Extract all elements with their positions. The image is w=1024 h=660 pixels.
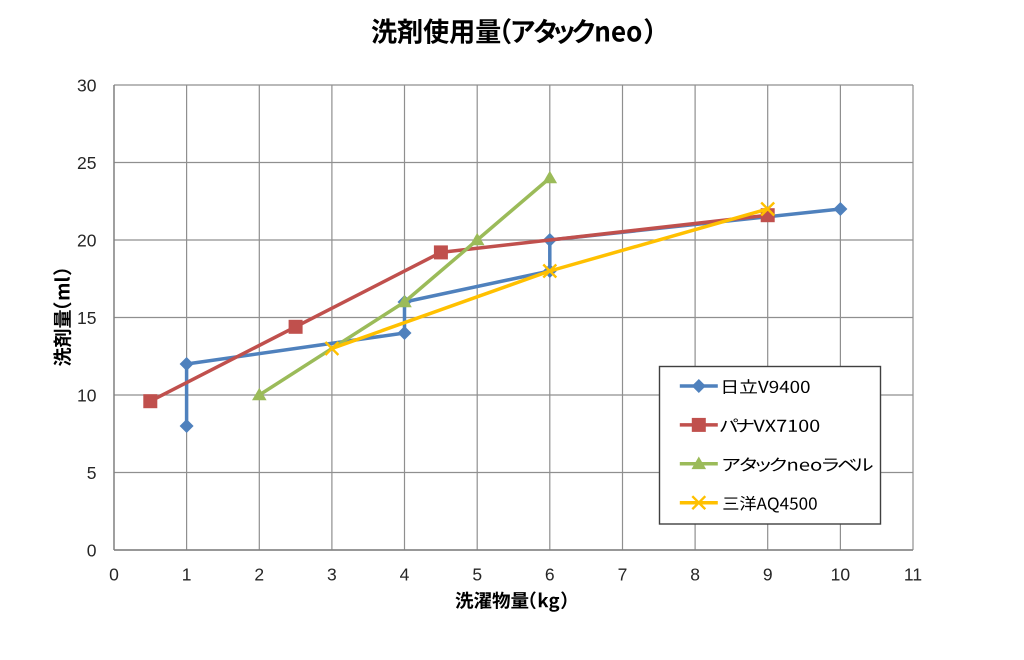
svg-text:0: 0 — [87, 540, 97, 560]
svg-text:25: 25 — [77, 153, 96, 173]
svg-text:0: 0 — [109, 564, 119, 584]
svg-text:2: 2 — [254, 564, 264, 584]
svg-text:3: 3 — [327, 564, 337, 584]
svg-text:9: 9 — [763, 564, 773, 584]
svg-text:5: 5 — [472, 564, 482, 584]
svg-text:6: 6 — [545, 564, 555, 584]
svg-text:10: 10 — [77, 385, 97, 405]
svg-text:1: 1 — [182, 564, 192, 584]
svg-text:7: 7 — [618, 564, 628, 584]
svg-text:20: 20 — [77, 230, 97, 250]
svg-text:5: 5 — [87, 463, 97, 483]
svg-text:10: 10 — [831, 564, 851, 584]
svg-text:8: 8 — [690, 564, 700, 584]
svg-text:4: 4 — [400, 564, 410, 584]
svg-text:15: 15 — [77, 308, 96, 328]
svg-text:30: 30 — [77, 75, 97, 95]
svg-text:11: 11 — [904, 564, 922, 584]
